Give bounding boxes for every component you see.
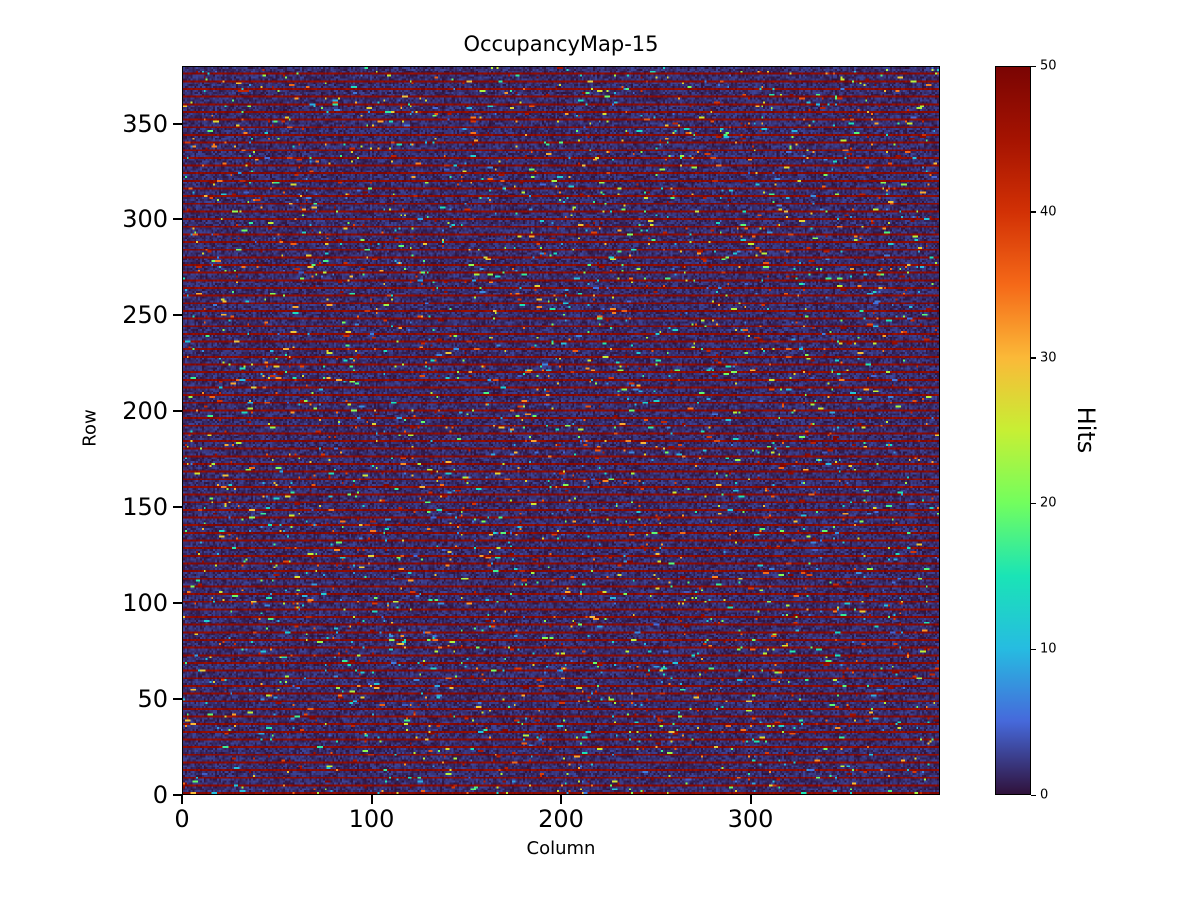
- colorbar-tick-label: 30: [1040, 350, 1057, 366]
- x-tick-mark: [370, 795, 373, 804]
- x-axis-label: Column: [526, 838, 596, 859]
- y-tick-mark: [173, 794, 182, 796]
- y-tick-mark: [173, 698, 182, 701]
- heatmap-plot-area: [182, 66, 940, 795]
- colorbar-tick-label: 50: [1040, 58, 1057, 74]
- colorbar-tick-mark: [1031, 794, 1036, 796]
- colorbar-tick-mark: [1031, 502, 1036, 505]
- x-tick-label: 0: [174, 805, 190, 833]
- y-tick-label: 50: [137, 685, 168, 714]
- colorbar-tick-mark: [1031, 648, 1036, 651]
- colorbar-tick-label: 0: [1040, 787, 1049, 803]
- x-tick-label: 100: [348, 805, 395, 833]
- colorbar: [995, 66, 1031, 795]
- x-tick-label: 300: [727, 805, 774, 833]
- y-tick-label: 150: [122, 493, 168, 522]
- colorbar-tick-label: 10: [1040, 641, 1057, 657]
- y-tick-mark: [173, 506, 182, 509]
- heatmap-canvas: [183, 67, 939, 794]
- x-tick-mark: [560, 795, 562, 804]
- y-tick-mark: [173, 218, 182, 221]
- colorbar-tick-mark: [1031, 211, 1036, 213]
- y-tick-label: 0: [152, 781, 168, 809]
- y-tick-mark: [173, 122, 182, 125]
- x-tick-mark: [181, 795, 183, 804]
- y-tick-label: 350: [122, 109, 168, 138]
- y-tick-mark: [173, 602, 182, 605]
- colorbar-tick-label: 40: [1040, 204, 1057, 220]
- colorbar-tick-mark: [1031, 357, 1036, 359]
- colorbar-tick-mark: [1031, 65, 1036, 67]
- y-tick-mark: [173, 410, 182, 413]
- x-tick-label: 200: [538, 805, 584, 833]
- y-axis-label: Row: [79, 409, 101, 447]
- colorbar-label: Hits: [1072, 406, 1100, 454]
- y-tick-label: 200: [122, 397, 168, 426]
- y-tick-mark: [173, 314, 182, 317]
- chart-title: OccupancyMap-15: [463, 32, 659, 56]
- y-tick-label: 100: [122, 589, 168, 618]
- y-tick-label: 250: [122, 301, 168, 330]
- y-tick-label: 300: [122, 205, 168, 234]
- x-tick-mark: [749, 795, 752, 804]
- colorbar-tick-label: 20: [1040, 495, 1057, 511]
